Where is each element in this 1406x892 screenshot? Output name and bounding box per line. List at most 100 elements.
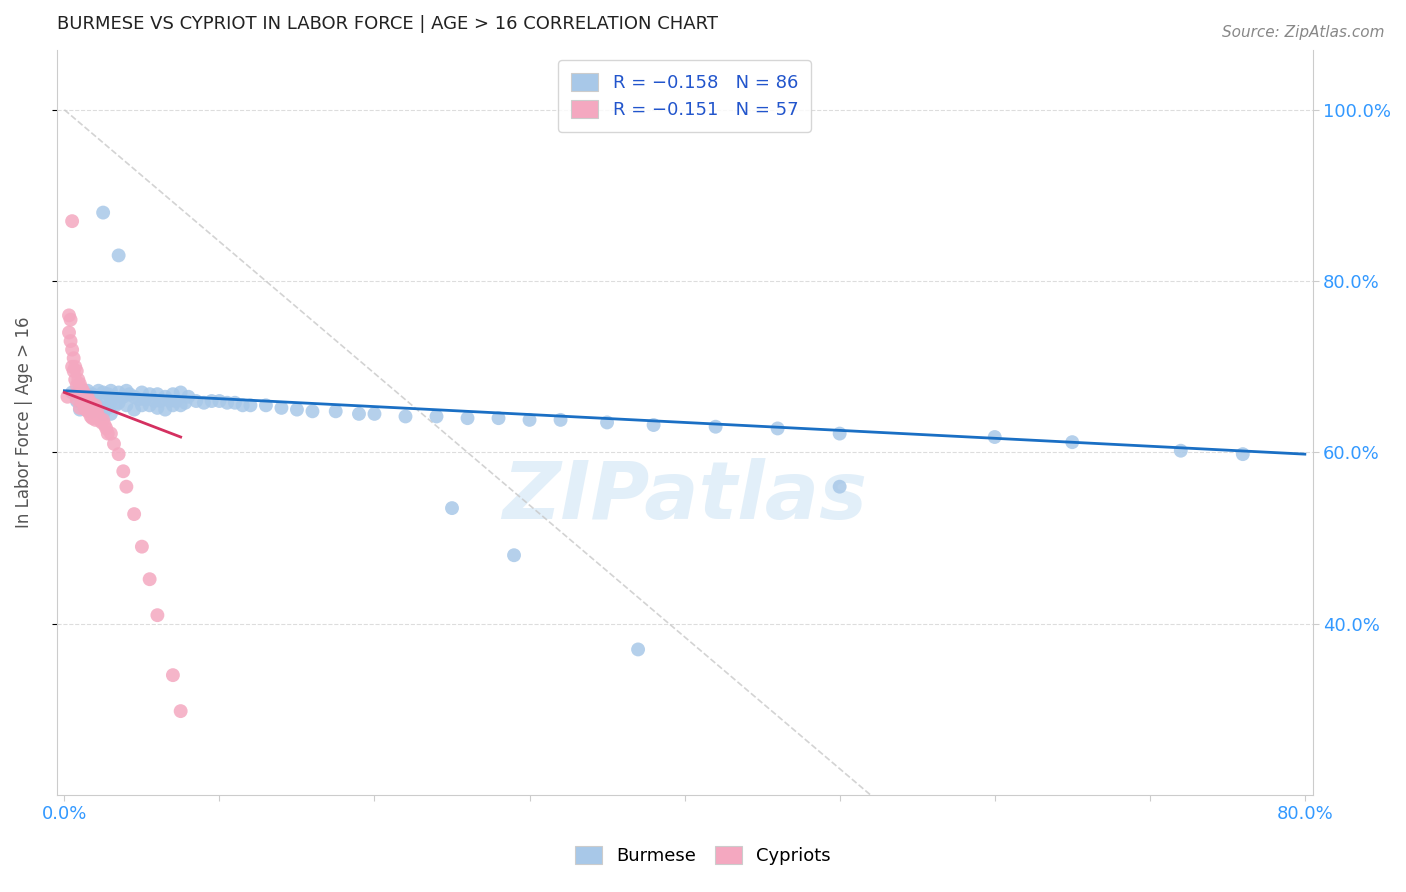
Point — [115, 384, 138, 398]
Point — [100, 426, 122, 441]
Point — [457, 411, 479, 425]
Point — [82, 411, 104, 425]
Point — [82, 387, 104, 401]
Point — [69, 387, 91, 401]
Point — [80, 396, 103, 410]
Point — [1170, 443, 1192, 458]
Legend: R = −0.158   N = 86, R = −0.151   N = 57: R = −0.158 N = 86, R = −0.151 N = 57 — [558, 61, 811, 131]
Point — [69, 387, 91, 401]
Point — [96, 421, 118, 435]
Point — [82, 404, 104, 418]
Point — [72, 396, 94, 410]
Point — [66, 364, 89, 378]
Point — [131, 398, 153, 412]
Point — [169, 398, 191, 412]
Point — [232, 398, 254, 412]
Point — [84, 413, 107, 427]
Point — [70, 381, 93, 395]
Point — [208, 394, 231, 409]
Point — [122, 402, 145, 417]
Point — [162, 398, 184, 412]
Point — [100, 407, 122, 421]
Point — [165, 394, 187, 409]
Point — [59, 334, 82, 348]
Point — [60, 359, 83, 374]
Point — [67, 373, 90, 387]
Point — [186, 394, 208, 409]
Point — [107, 447, 129, 461]
Point — [87, 398, 110, 412]
Point — [138, 398, 160, 412]
Point — [91, 413, 114, 427]
Point — [91, 205, 114, 219]
Point — [519, 413, 541, 427]
Point — [89, 413, 111, 427]
Point — [62, 364, 84, 378]
Point — [440, 501, 463, 516]
Point — [91, 407, 114, 421]
Point — [115, 480, 138, 494]
Point — [69, 402, 91, 417]
Point — [153, 402, 176, 417]
Point — [193, 396, 215, 410]
Point — [104, 398, 127, 412]
Point — [103, 390, 125, 404]
Point — [97, 426, 120, 441]
Point — [93, 417, 115, 432]
Point — [72, 384, 94, 398]
Point — [69, 376, 91, 391]
Point — [63, 373, 86, 387]
Point — [138, 387, 160, 401]
Point — [134, 392, 156, 407]
Point — [107, 248, 129, 262]
Point — [201, 394, 224, 409]
Point — [146, 401, 169, 415]
Point — [146, 608, 169, 623]
Point — [425, 409, 447, 424]
Point — [107, 396, 129, 410]
Point — [66, 378, 89, 392]
Point — [596, 416, 619, 430]
Point — [83, 402, 105, 417]
Point — [1232, 447, 1254, 461]
Point — [70, 394, 93, 409]
Legend: Burmese, Cypriots: Burmese, Cypriots — [568, 838, 838, 872]
Point — [122, 507, 145, 521]
Point — [73, 387, 96, 401]
Point — [86, 404, 108, 418]
Point — [67, 385, 90, 400]
Point — [75, 390, 97, 404]
Point — [301, 404, 323, 418]
Point — [77, 394, 100, 409]
Point — [112, 464, 135, 478]
Point — [58, 309, 80, 323]
Point — [146, 387, 169, 401]
Point — [75, 402, 97, 417]
Point — [84, 398, 107, 412]
Text: ZIPatlas: ZIPatlas — [502, 458, 868, 536]
Point — [174, 396, 197, 410]
Point — [131, 385, 153, 400]
Point — [60, 343, 83, 357]
Point — [1062, 435, 1084, 450]
Point — [169, 704, 191, 718]
Point — [66, 392, 89, 407]
Point — [107, 385, 129, 400]
Point — [169, 385, 191, 400]
Point — [983, 430, 1005, 444]
Point — [72, 390, 94, 404]
Point — [97, 401, 120, 415]
Point — [69, 401, 91, 415]
Point — [73, 401, 96, 415]
Point — [100, 384, 122, 398]
Point — [347, 407, 370, 421]
Point — [488, 411, 510, 425]
Point — [91, 396, 114, 410]
Point — [112, 390, 135, 404]
Point — [118, 387, 141, 401]
Point — [153, 390, 176, 404]
Point — [503, 548, 526, 562]
Point — [66, 394, 89, 409]
Point — [76, 390, 98, 404]
Point — [138, 572, 160, 586]
